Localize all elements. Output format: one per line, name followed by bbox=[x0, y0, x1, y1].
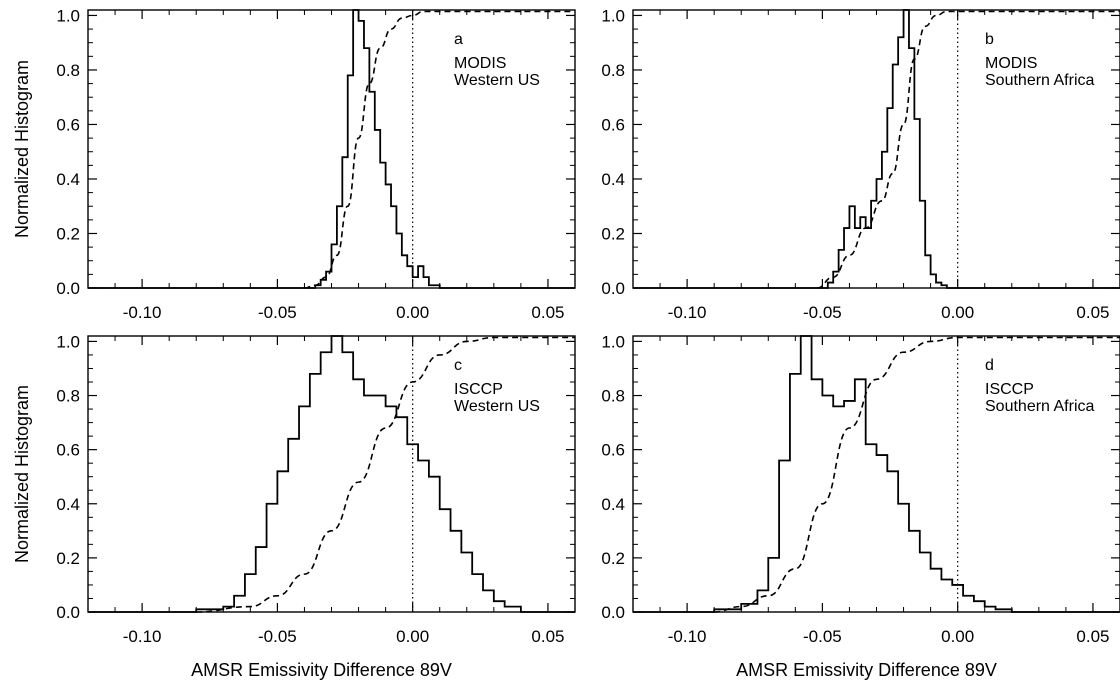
x-tick-label: -0.10 bbox=[668, 303, 707, 322]
x-axis-title: AMSR Emissivity Difference 89V bbox=[191, 660, 452, 680]
panel-letter: d bbox=[985, 357, 994, 374]
x-tick-label: -0.05 bbox=[803, 303, 842, 322]
y-tick-label: 1.0 bbox=[601, 6, 625, 25]
plot-frame bbox=[632, 335, 1120, 613]
panel-d: 0.0 0.2 0.4 0.6 0.8 1.0 -0.10 -0.05 0.00 0.05 d ISC… bbox=[601, 332, 1120, 680]
y-tick-label: 1.0 bbox=[56, 332, 80, 351]
histogram-series-line bbox=[88, 335, 575, 613]
y-tick-label: 0.2 bbox=[56, 549, 80, 568]
y-tick-label: 0.0 bbox=[601, 603, 625, 622]
x-tick-label: 0.00 bbox=[396, 303, 429, 322]
y-tick-label: 0.4 bbox=[601, 170, 625, 189]
y-tick-label: 0.6 bbox=[56, 115, 80, 134]
cumulative-series-line bbox=[304, 10, 575, 289]
panel-annotation-line: Southern Africa bbox=[985, 72, 1095, 89]
x-tick-label: -0.05 bbox=[803, 627, 842, 646]
panel-annotation-line: Southern Africa bbox=[985, 398, 1095, 415]
y-tick-label: 0.2 bbox=[601, 224, 625, 243]
panel-annotation-line: ISCCP bbox=[985, 381, 1034, 398]
y-tick-label: 0.8 bbox=[601, 61, 625, 80]
x-tick-label: -0.10 bbox=[123, 627, 162, 646]
histogram-series-line bbox=[633, 9, 1120, 289]
y-tick-label: 0.4 bbox=[56, 170, 80, 189]
y-tick-label: 0.2 bbox=[56, 224, 80, 243]
y-tick-label: 0.2 bbox=[601, 549, 625, 568]
y-axis-title: Normalized Histogram bbox=[12, 385, 32, 563]
panel-b: 0.0 0.2 0.4 0.6 0.8 1.0 -0.10 -0.05 0.00 0.05 b MOD… bbox=[601, 6, 1120, 322]
y-tick-label: 0.0 bbox=[56, 279, 80, 298]
histogram-series-line bbox=[88, 9, 575, 289]
x-axis-title: AMSR Emissivity Difference 89V bbox=[736, 660, 997, 680]
y-tick-label: 1.0 bbox=[601, 332, 625, 351]
y-tick-label: 0.6 bbox=[56, 441, 80, 460]
y-axis-title: Normalized Histogram bbox=[12, 60, 32, 238]
cumulative-series-line bbox=[816, 10, 1120, 289]
panel-annotation-line: ISCCP bbox=[454, 381, 503, 398]
y-tick-label: 0.6 bbox=[601, 441, 625, 460]
histogram-series-line bbox=[633, 335, 1120, 613]
panel-a: 0.0 0.2 0.4 0.6 0.8 1.0 -0.10 -0.05 0.00 0.05 a MOD… bbox=[12, 6, 576, 322]
plot-frame bbox=[87, 335, 576, 613]
y-tick-label: 0.4 bbox=[601, 495, 625, 514]
x-tick-label: -0.10 bbox=[123, 303, 162, 322]
y-tick-label: 0.8 bbox=[56, 61, 80, 80]
panel-letter: a bbox=[454, 31, 463, 48]
x-tick-label: 0.00 bbox=[396, 627, 429, 646]
y-tick-label: 0.4 bbox=[56, 495, 80, 514]
x-tick-label: -0.10 bbox=[668, 627, 707, 646]
x-tick-label: -0.05 bbox=[258, 627, 297, 646]
y-tick-label: 0.0 bbox=[56, 603, 80, 622]
panel-annotation-line: Western US bbox=[454, 398, 540, 415]
y-tick-label: 1.0 bbox=[56, 6, 80, 25]
y-tick-label: 0.6 bbox=[601, 115, 625, 134]
panel-letter: c bbox=[454, 357, 462, 374]
cumulative-series-line bbox=[196, 336, 575, 613]
x-tick-label: 0.05 bbox=[1076, 303, 1109, 322]
x-tick-label: 0.05 bbox=[531, 303, 564, 322]
y-tick-label: 0.8 bbox=[56, 387, 80, 406]
x-tick-label: 0.05 bbox=[531, 627, 564, 646]
y-tick-label: 0.0 bbox=[601, 279, 625, 298]
panel-c: 0.0 0.2 0.4 0.6 0.8 1.0 -0.10 -0.05 0.00 0.05 c ISC… bbox=[12, 332, 576, 680]
panel-annotation-line: MODIS bbox=[985, 55, 1037, 72]
plot-frame bbox=[632, 9, 1120, 289]
x-tick-label: 0.05 bbox=[1076, 627, 1109, 646]
cumulative-series-line bbox=[714, 336, 1120, 613]
x-tick-label: 0.00 bbox=[941, 303, 974, 322]
x-tick-label: -0.05 bbox=[258, 303, 297, 322]
panel-annotation-line: MODIS bbox=[454, 55, 506, 72]
panel-annotation-line: Western US bbox=[454, 72, 540, 89]
panel-letter: b bbox=[985, 31, 994, 48]
x-tick-label: 0.00 bbox=[941, 627, 974, 646]
y-tick-label: 0.8 bbox=[601, 387, 625, 406]
